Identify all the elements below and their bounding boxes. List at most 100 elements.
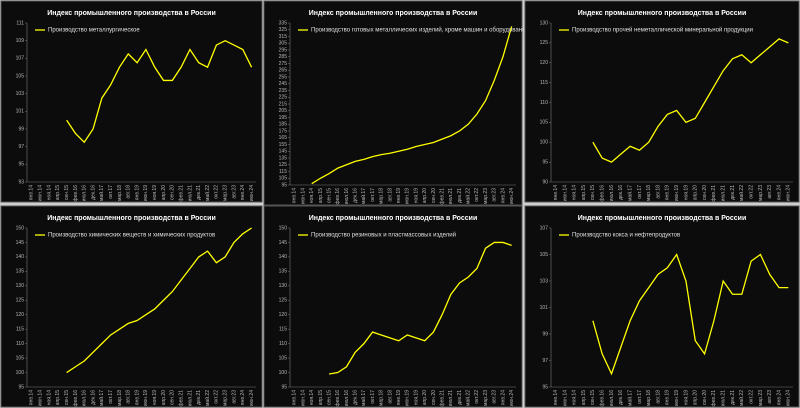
legend-label: Производство готовых металлических издел… xyxy=(311,27,529,34)
x-tick-label: июл.21 xyxy=(448,390,454,407)
y-tick-label: 105 xyxy=(540,120,549,126)
x-tick-label: окт.22 xyxy=(748,185,754,199)
y-tick-label: 99 xyxy=(18,126,24,132)
x-tick-label: май.17 xyxy=(626,390,633,406)
y-tick-label: 103 xyxy=(16,91,25,97)
x-tick-label: авг.18 xyxy=(655,390,661,404)
y-tick-label: 130 xyxy=(540,20,549,26)
x-tick-label: мар.23 xyxy=(223,185,229,201)
x-tick-label: фев.21 xyxy=(178,185,184,202)
x-tick-label: сен.20 xyxy=(702,185,708,200)
legend-label: Производство резиновых и пластмассовых и… xyxy=(311,232,456,239)
x-tick-label: ноя.19 xyxy=(152,390,158,405)
x-tick-label: мар.23 xyxy=(758,185,764,201)
x-tick-label: май.22 xyxy=(738,185,745,201)
x-tick-label: апр.20 xyxy=(161,390,167,405)
x-tick-label: дек.16 xyxy=(618,185,624,200)
y-tick-label: 107 xyxy=(540,225,549,231)
legend-label: Производство химических веществ и химиче… xyxy=(48,233,215,239)
y-tick-label: 105 xyxy=(540,252,549,258)
x-tick-label: сен.15 xyxy=(326,390,332,405)
y-tick-label: 295 xyxy=(279,47,288,53)
y-tick-label: 115 xyxy=(16,327,24,333)
y-tick-label: 155 xyxy=(279,142,288,148)
x-tick-label: янв.24 xyxy=(776,390,782,405)
x-tick-label: окт.17 xyxy=(370,390,376,404)
x-tick-label: апр.20 xyxy=(161,185,167,200)
x-tick-label: апр.20 xyxy=(422,390,428,405)
x-tick-label: мар.23 xyxy=(483,390,489,406)
x-tick-label: окт.17 xyxy=(108,185,114,199)
y-tick-label: 215 xyxy=(279,101,288,107)
x-tick-label: июн.14 xyxy=(300,188,306,204)
x-tick-label: апр.15 xyxy=(318,390,324,405)
y-tick-label: 100 xyxy=(540,140,549,146)
y-tick-label: 95 xyxy=(542,384,548,390)
x-tick-label: июн.24 xyxy=(249,185,255,201)
x-tick-label: фев.16 xyxy=(335,390,341,407)
x-tick-label: апр.15 xyxy=(581,185,587,200)
x-tick-label: янв.19 xyxy=(396,390,402,405)
y-tick-label: 175 xyxy=(279,128,288,134)
x-tick-label: мар.23 xyxy=(483,188,489,204)
x-tick-label: июн.14 xyxy=(562,390,568,406)
x-tick-label: июн.14 xyxy=(38,185,44,201)
x-tick-label: дек.21 xyxy=(730,390,736,405)
y-tick-label: 140 xyxy=(16,254,25,260)
x-tick-label: сен.15 xyxy=(590,185,596,200)
y-tick-label: 105 xyxy=(279,355,288,361)
x-tick-label: окт.22 xyxy=(214,185,220,199)
x-tick-label: янв.19 xyxy=(134,185,140,200)
x-tick-label: ноя.19 xyxy=(413,188,419,203)
panel xyxy=(0,205,263,408)
x-tick-label: ноя.19 xyxy=(152,185,158,200)
x-tick-label: янв.24 xyxy=(500,188,506,203)
x-tick-label: фев.16 xyxy=(73,390,79,407)
x-tick-label: май.22 xyxy=(204,185,211,201)
panel xyxy=(0,0,263,203)
chart-title: Индекс промышленного производства в Росс… xyxy=(578,215,747,222)
x-tick-label: авг.23 xyxy=(231,185,237,199)
x-tick-label: янв.14 xyxy=(553,390,559,405)
x-tick-label: июл.21 xyxy=(187,390,193,407)
x-tick-label: июл.21 xyxy=(721,185,727,202)
x-tick-label: июл.16 xyxy=(609,390,615,407)
x-tick-label: фев.21 xyxy=(711,390,717,407)
chart-title: Индекс промышленного производства в Росс… xyxy=(47,215,216,222)
x-tick-label: ноя.19 xyxy=(413,390,419,405)
y-tick-label: 165 xyxy=(279,135,288,141)
y-tick-label: 185 xyxy=(279,122,288,128)
y-tick-label: 110 xyxy=(540,100,548,106)
x-tick-label: окт.22 xyxy=(748,390,754,404)
y-tick-label: 125 xyxy=(279,162,288,168)
y-tick-label: 97 xyxy=(18,144,24,150)
x-tick-label: янв.24 xyxy=(240,390,246,405)
x-tick-label: май.17 xyxy=(626,185,633,201)
x-tick-label: сен.15 xyxy=(64,185,70,200)
data-line xyxy=(66,39,253,144)
legend-label: Производство прочей неметаллической мине… xyxy=(572,27,753,34)
x-tick-label: янв.14 xyxy=(292,188,298,203)
chart-title: Индекс промышленного производства в Росс… xyxy=(47,10,216,17)
x-tick-label: ноя.14 xyxy=(46,185,52,200)
x-tick-label: мар.18 xyxy=(646,390,652,406)
x-tick-label: июн.14 xyxy=(38,390,44,406)
panel xyxy=(524,0,800,203)
x-tick-label: июн.19 xyxy=(143,185,149,201)
x-tick-label: апр.15 xyxy=(55,185,61,200)
y-tick-label: 135 xyxy=(16,269,25,275)
x-tick-label: июл.21 xyxy=(721,390,727,407)
x-tick-label: окт.22 xyxy=(474,390,480,404)
y-tick-label: 285 xyxy=(279,54,288,60)
x-tick-label: сен.15 xyxy=(326,188,332,203)
y-tick-label: 265 xyxy=(279,68,288,74)
x-tick-label: окт.17 xyxy=(637,185,643,199)
x-tick-label: сен.20 xyxy=(170,390,176,405)
y-tick-label: 225 xyxy=(279,95,288,101)
legend-label: Производство металлургическое xyxy=(48,28,140,34)
x-tick-label: окт.22 xyxy=(214,390,220,404)
x-tick-label: ноя.19 xyxy=(683,390,689,405)
data-line xyxy=(592,38,789,163)
x-tick-label: окт.17 xyxy=(370,188,376,202)
x-tick-label: мар.18 xyxy=(646,185,652,201)
